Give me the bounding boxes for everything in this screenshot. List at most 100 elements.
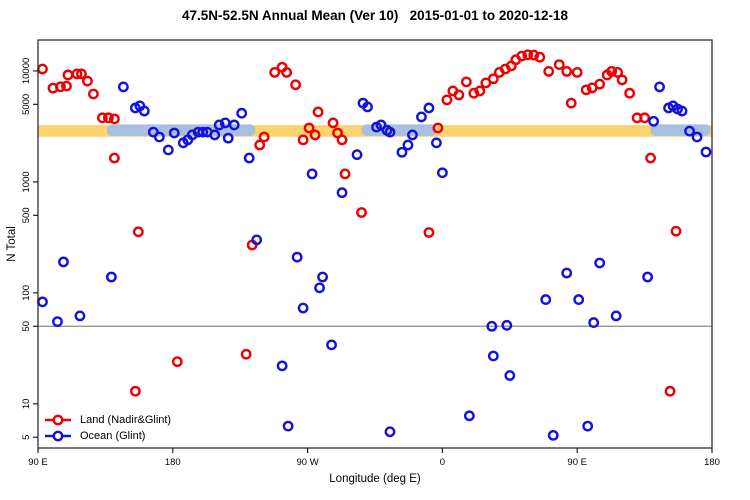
scatter-point-ocean	[297, 302, 309, 314]
scatter-point-ocean	[276, 360, 288, 372]
y-tick-label: 100	[21, 285, 32, 301]
scatter-point-ocean	[105, 271, 117, 283]
scatter-point-ocean	[486, 320, 498, 332]
scatter-point-land	[565, 97, 577, 109]
scatter-point-land	[645, 152, 656, 164]
scatter-point-land	[460, 76, 472, 88]
scatter-point-land	[639, 112, 650, 124]
scatter-point-land	[468, 87, 480, 99]
scatter-point-ocean	[676, 105, 688, 117]
scatter-point-ocean	[162, 144, 174, 156]
scatter-point-land	[336, 134, 348, 146]
y-tick-label: 50	[21, 321, 32, 332]
scatter-point-ocean	[213, 119, 225, 131]
scatter-point-ocean	[547, 429, 559, 441]
x-tick-label: 90 E	[28, 457, 48, 468]
scatter-point-land	[624, 87, 636, 99]
scatter-point-ocean	[463, 410, 475, 422]
scatter-point-ocean	[396, 146, 408, 158]
scatter-point-land	[132, 226, 144, 238]
scatter-point-ocean	[153, 131, 165, 143]
scatter-point-ocean	[700, 146, 712, 158]
scatter-point-ocean	[504, 370, 516, 381]
scatter-point-land	[254, 139, 266, 151]
scatter-point-land	[258, 131, 270, 143]
legend-row-ocean: Ocean (Glint)	[44, 428, 171, 444]
scatter-point-land	[516, 50, 528, 62]
scatter-point-land	[102, 112, 114, 124]
scatter-point-ocean	[228, 119, 240, 131]
scatter-point-ocean	[306, 168, 318, 180]
scatter-point-ocean	[351, 149, 363, 161]
x-tick-label: 180	[165, 457, 181, 468]
y-tick-label: 5000	[21, 94, 32, 115]
scatter-point-land	[612, 67, 624, 78]
scatter-point-ocean	[561, 267, 573, 279]
scatter-point-land	[616, 74, 628, 86]
x-tick-label: 90 E	[567, 457, 587, 468]
scatter-point-land	[312, 106, 324, 118]
land-marker-icon	[45, 414, 71, 426]
scatter-point-ocean	[407, 129, 418, 141]
scatter-point-land	[76, 68, 87, 80]
scatter-point-land	[37, 63, 48, 75]
scatter-point-land	[441, 94, 453, 106]
scatter-point-ocean	[487, 350, 499, 362]
legend-label-land: Land (Nadir&Glint)	[80, 414, 172, 426]
scatter-point-land	[61, 80, 72, 92]
scatter-point-ocean	[336, 187, 348, 199]
y-tick-label: 1000	[21, 171, 32, 192]
y-tick-label: 500	[21, 207, 32, 223]
scatter-point-ocean	[58, 256, 69, 268]
scatter-point-land	[97, 112, 108, 124]
scatter-point-ocean	[362, 101, 373, 113]
scatter-point-ocean	[52, 316, 63, 328]
scatter-point-land	[281, 67, 293, 78]
scatter-point-land	[594, 78, 606, 90]
scatter-point-ocean	[691, 131, 703, 143]
scatter-point-ocean	[236, 107, 248, 119]
scatter-point-land	[474, 85, 486, 97]
scatter-point-land	[327, 117, 339, 129]
scatter-point-ocean	[654, 81, 665, 93]
scatter-point-ocean	[436, 167, 448, 179]
scatter-point-land	[88, 88, 99, 100]
scatter-point-ocean	[384, 426, 396, 438]
scatter-point-land	[62, 69, 74, 81]
scatter-point-land	[290, 79, 302, 91]
scatter-point-land	[522, 49, 534, 61]
scatter-point-ocean	[375, 119, 387, 131]
scatter-point-ocean	[642, 271, 653, 283]
x-tick-label: 180	[704, 457, 720, 468]
scatter-point-land	[356, 207, 367, 218]
scatter-point-ocean	[168, 127, 180, 139]
scatter-point-land	[606, 66, 618, 77]
scatter-point-ocean	[209, 129, 221, 141]
scatter-point-ocean	[117, 81, 129, 93]
scatter-point-ocean	[222, 132, 234, 144]
scatter-point-land	[534, 51, 546, 63]
scatter-point-land	[561, 66, 573, 77]
chart-title: 47.5N-52.5N Annual Mean (Ver 10) 2015-01…	[182, 8, 568, 23]
scatter-point-ocean	[431, 137, 442, 149]
legend-label-ocean: Ocean (Glint)	[80, 430, 146, 442]
scatter-point-land	[297, 134, 309, 146]
scatter-point-ocean	[282, 420, 294, 432]
scatter-point-ocean	[138, 105, 150, 117]
scatter-point-ocean	[684, 125, 695, 137]
scatter-point-ocean	[317, 271, 328, 283]
scatter-point-ocean	[416, 111, 427, 123]
scatter-point-ocean	[326, 339, 337, 351]
scatter-point-ocean	[314, 282, 325, 294]
y-tick-label: 10000	[21, 58, 32, 84]
scatter-point-land	[553, 59, 565, 71]
scatter-point-ocean	[501, 319, 513, 331]
scatter-point-land	[670, 225, 682, 237]
plot-border	[37, 39, 713, 449]
scatter-point-land	[664, 385, 676, 397]
scatter-point-land	[339, 168, 351, 180]
scatter-point-ocean	[648, 115, 659, 127]
scatter-point-ocean	[540, 294, 552, 305]
scatter-point-land	[303, 122, 315, 134]
